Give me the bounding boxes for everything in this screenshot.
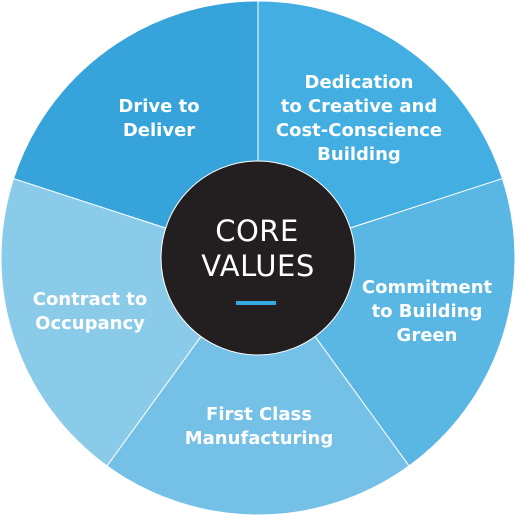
segment-label-line: Cost-Conscience — [276, 120, 442, 141]
center-hub: CORE VALUES — [160, 160, 356, 356]
center-accent-bar — [236, 301, 276, 305]
segment-label-line: to Building — [372, 301, 483, 322]
segment-label-4: Contract to Occupancy — [33, 289, 148, 334]
segment-label-3: First Class Manufacturing — [185, 404, 334, 449]
segment-label-2: Commitment to Building Green — [362, 277, 493, 346]
segment-label-line: Green — [397, 325, 458, 346]
segment-label-line: Building — [317, 144, 401, 165]
segment-label-line: Dedication — [305, 72, 414, 93]
segment-label-line: to Creative and — [281, 96, 438, 117]
segment-label-line: Contract to — [33, 289, 148, 310]
center-circle — [160, 160, 356, 356]
segment-labels: Dedication to Creative and Cost-Conscience… — [33, 72, 493, 449]
center-title-line-2: VALUES — [201, 249, 315, 283]
segment-label-line: Deliver — [123, 120, 195, 141]
center-title-line-1: CORE — [215, 214, 299, 248]
segment-label-line: Drive to — [118, 96, 199, 117]
segment-label-line: Manufacturing — [185, 428, 334, 449]
segment-label-5: Drive to Deliver — [118, 96, 199, 141]
segment-label-line: Occupancy — [35, 313, 145, 334]
segment-label-1: Dedication to Creative and Cost-Conscience… — [276, 72, 442, 165]
segment-label-line: Commitment — [362, 277, 493, 298]
segment-label-line: First Class — [206, 404, 312, 425]
